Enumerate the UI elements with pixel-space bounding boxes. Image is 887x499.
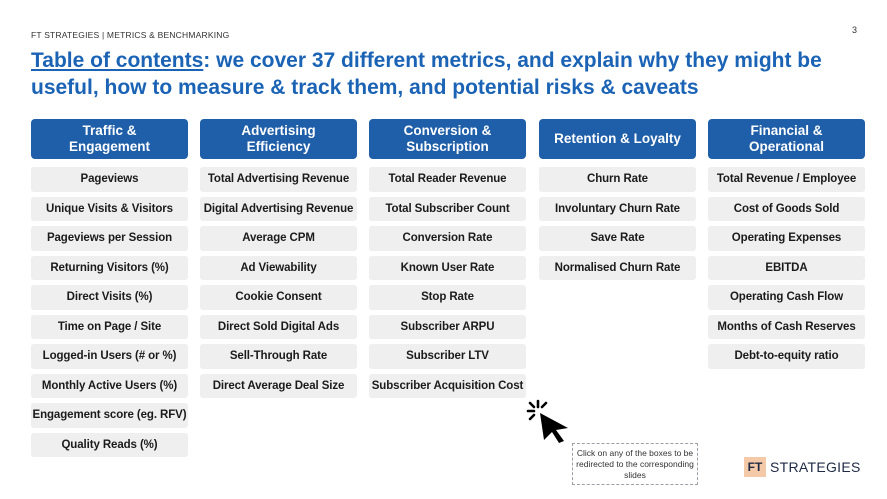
metric-button[interactable]: Operating Expenses <box>708 226 865 251</box>
metric-list: Churn Rate Involuntary Churn Rate Save Rat… <box>539 167 696 280</box>
category-column: Financial & Operational Total Revenue / E… <box>708 119 865 374</box>
metric-list: Total Revenue / Employee Cost of Goods So… <box>708 167 865 369</box>
metric-button[interactable]: Known User Rate <box>369 255 526 280</box>
metric-button[interactable]: Ad Viewability <box>200 255 357 280</box>
metric-button[interactable]: Engagement score (eg. RFV) <box>31 403 188 428</box>
metric-button[interactable]: Monthly Active Users (%) <box>31 373 188 398</box>
metric-button[interactable]: Total Revenue / Employee <box>708 167 865 192</box>
metric-list: Total Advertising Revenue Digital Adverti… <box>200 167 357 398</box>
metric-button[interactable]: EBITDA <box>708 255 865 280</box>
click-cursor-icon <box>526 399 568 443</box>
category-heading[interactable]: Conversion & Subscription <box>369 119 526 159</box>
metric-list: Pageviews Unique Visits & Visitors Pagevie… <box>31 167 188 457</box>
metric-button[interactable]: Total Subscriber Count <box>369 196 526 221</box>
metric-button[interactable]: Quality Reads (%) <box>31 432 188 457</box>
metric-button[interactable]: Digital Advertising Revenue <box>200 196 357 221</box>
metric-button[interactable]: Direct Visits (%) <box>31 285 188 310</box>
metric-button[interactable]: Subscriber LTV <box>369 344 526 369</box>
metric-button[interactable]: Unique Visits & Visitors <box>31 196 188 221</box>
metric-button[interactable]: Subscriber ARPU <box>369 314 526 339</box>
category-column: Traffic & Engagement Pageviews Unique Visi… <box>31 119 188 462</box>
page-title: Table of contents: we cover 37 different… <box>31 47 851 101</box>
logo-text: STRATEGIES <box>770 459 861 475</box>
metric-button[interactable]: Save Rate <box>539 226 696 251</box>
metric-button[interactable]: Stop Rate <box>369 285 526 310</box>
category-heading[interactable]: Financial & Operational <box>708 119 865 159</box>
title-rest: : we cover 37 different metrics, and exp… <box>31 49 822 99</box>
metric-button[interactable]: Direct Average Deal Size <box>200 373 357 398</box>
metric-button[interactable]: Time on Page / Site <box>31 314 188 339</box>
metric-button[interactable]: Cost of Goods Sold <box>708 196 865 221</box>
metric-button[interactable]: Months of Cash Reserves <box>708 314 865 339</box>
category-column: Advertising Efficiency Total Advertising … <box>200 119 357 403</box>
category-heading[interactable]: Retention & Loyalty <box>539 119 696 159</box>
metric-button[interactable]: Pageviews <box>31 167 188 192</box>
metric-button[interactable]: Subscriber Acquisition Cost <box>369 373 526 398</box>
metric-button[interactable]: Normalised Churn Rate <box>539 255 696 280</box>
title-link[interactable]: Table of contents <box>31 49 204 72</box>
metric-button[interactable]: Cookie Consent <box>200 285 357 310</box>
metric-button[interactable]: Logged-in Users (# or %) <box>31 344 188 369</box>
breadcrumb: FT STRATEGIES | METRICS & BENCHMARKING <box>31 30 230 40</box>
metric-button[interactable]: Sell-Through Rate <box>200 344 357 369</box>
category-column: Conversion & Subscription Total Reader Re… <box>369 119 526 403</box>
metric-button[interactable]: Conversion Rate <box>369 226 526 251</box>
metric-list: Total Reader Revenue Total Subscriber Cou… <box>369 167 526 398</box>
metric-button[interactable]: Churn Rate <box>539 167 696 192</box>
metric-button[interactable]: Direct Sold Digital Ads <box>200 314 357 339</box>
metric-button[interactable]: Average CPM <box>200 226 357 251</box>
page-number: 3 <box>851 25 857 35</box>
ft-strategies-logo: FT STRATEGIES <box>744 457 861 477</box>
metric-button[interactable]: Total Advertising Revenue <box>200 167 357 192</box>
metric-button[interactable]: Operating Cash Flow <box>708 285 865 310</box>
category-heading[interactable]: Traffic & Engagement <box>31 119 188 159</box>
category-heading[interactable]: Advertising Efficiency <box>200 119 357 159</box>
category-column: Retention & Loyalty Churn Rate Involuntary… <box>539 119 696 285</box>
metric-button[interactable]: Pageviews per Session <box>31 226 188 251</box>
metric-button[interactable]: Debt-to-equity ratio <box>708 344 865 369</box>
metric-button[interactable]: Total Reader Revenue <box>369 167 526 192</box>
metric-button[interactable]: Returning Visitors (%) <box>31 255 188 280</box>
logo-mark: FT <box>744 457 766 477</box>
metric-button[interactable]: Involuntary Churn Rate <box>539 196 696 221</box>
instruction-note: Click on any of the boxes to be redirect… <box>572 443 698 485</box>
